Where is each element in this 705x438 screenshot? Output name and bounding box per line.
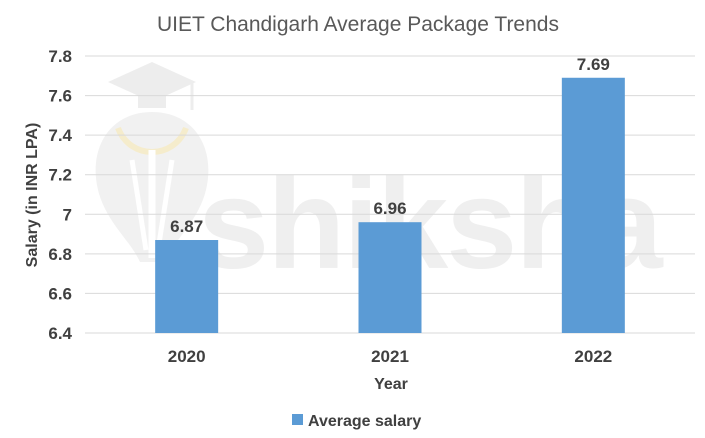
- y-tick-label: 7.4: [48, 126, 72, 145]
- y-tick-label: 6.8: [48, 245, 72, 264]
- legend: Average salary: [292, 413, 421, 430]
- x-axis-label: Year: [374, 376, 408, 393]
- y-tick-label: 6.6: [48, 284, 72, 303]
- y-tick-label: 6.4: [48, 324, 72, 343]
- bar-2021: [358, 222, 422, 333]
- chart-title: UIET Chandigarh Average Package Trends: [157, 13, 559, 36]
- x-axis-ticks: 2020 2021 2022: [168, 347, 612, 366]
- graduation-cap-icon: [108, 62, 196, 110]
- bar-2022: [561, 77, 625, 333]
- data-labels: 6.87 6.96 7.69: [170, 55, 610, 236]
- x-tick-label: 2022: [574, 347, 612, 366]
- y-axis-label: Salary (in INR LPA): [24, 123, 41, 268]
- data-label-2021: 6.96: [373, 199, 406, 218]
- x-tick-label: 2020: [168, 347, 206, 366]
- x-tick-label: 2021: [371, 347, 409, 366]
- data-label-2022: 7.69: [577, 55, 610, 74]
- bar-2020: [155, 240, 219, 333]
- data-label-2020: 6.87: [170, 217, 203, 236]
- y-tick-label: 7.6: [48, 87, 72, 106]
- y-axis-ticks: 6.4 6.6 6.8 7 7.2 7.4 7.6 7.8: [48, 47, 72, 343]
- legend-label: Average salary: [308, 413, 421, 430]
- bar-series: [155, 77, 625, 333]
- bulb-icon: [95, 112, 209, 262]
- y-tick-label: 7.2: [48, 166, 72, 185]
- legend-swatch: [292, 414, 303, 425]
- y-tick-label: 7.8: [48, 47, 72, 66]
- y-tick-label: 7: [63, 205, 72, 224]
